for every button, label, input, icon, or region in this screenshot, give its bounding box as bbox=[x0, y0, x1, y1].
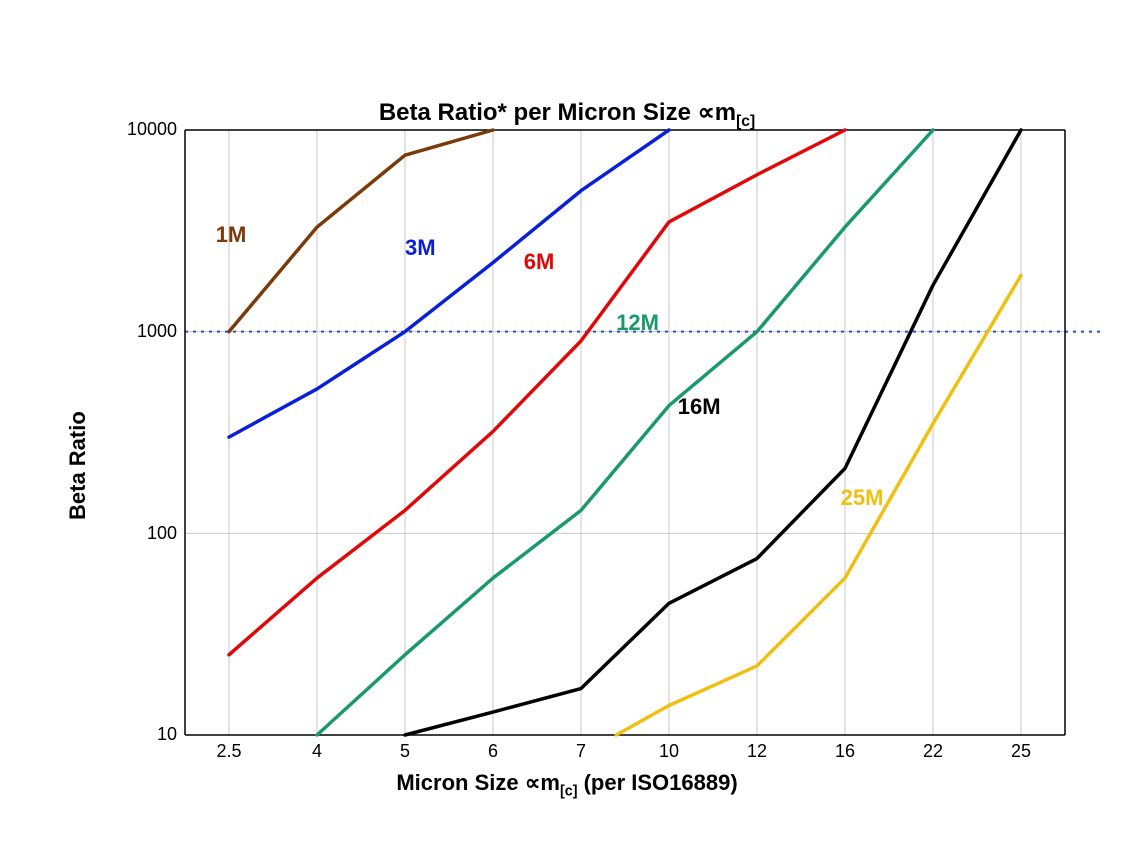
x-tick-label: 16 bbox=[835, 741, 855, 762]
series-label: 25M bbox=[841, 485, 884, 511]
series-line bbox=[229, 130, 493, 332]
chart-container: Beta Ratio* per Micron Size ∝m[c] Beta R… bbox=[0, 0, 1134, 852]
x-axis-label: Micron Size ∝m[c] (per ISO16889) bbox=[0, 770, 1134, 799]
series-line bbox=[229, 130, 669, 437]
plot-svg bbox=[185, 130, 1065, 735]
series-label: 12M bbox=[616, 310, 659, 336]
x-tick-label: 5 bbox=[400, 741, 410, 762]
xlabel-text: Micron Size ∝m[c] (per ISO16889) bbox=[396, 770, 737, 795]
y-tick-label: 100 bbox=[147, 523, 177, 544]
x-tick-label: 4 bbox=[312, 741, 322, 762]
y-axis-label: Beta Ratio bbox=[65, 411, 91, 520]
title-text: Beta Ratio* per Micron Size ∝m[c] bbox=[379, 99, 755, 126]
x-tick-label: 25 bbox=[1011, 741, 1031, 762]
series-label: 16M bbox=[678, 394, 721, 420]
x-tick-label: 22 bbox=[923, 741, 943, 762]
series-line bbox=[616, 275, 1021, 735]
series-line bbox=[229, 130, 845, 655]
x-tick-label: 2.5 bbox=[216, 741, 241, 762]
x-tick-label: 12 bbox=[747, 741, 767, 762]
x-tick-label: 7 bbox=[576, 741, 586, 762]
series-label: 3M bbox=[405, 235, 436, 261]
x-tick-label: 6 bbox=[488, 741, 498, 762]
plot-area bbox=[185, 130, 1065, 735]
y-tick-label: 10000 bbox=[127, 119, 177, 140]
x-tick-label: 10 bbox=[659, 741, 679, 762]
series-label: 1M bbox=[216, 222, 247, 248]
y-tick-label: 10 bbox=[157, 724, 177, 745]
y-tick-label: 1000 bbox=[137, 321, 177, 342]
series-label: 6M bbox=[524, 249, 555, 275]
